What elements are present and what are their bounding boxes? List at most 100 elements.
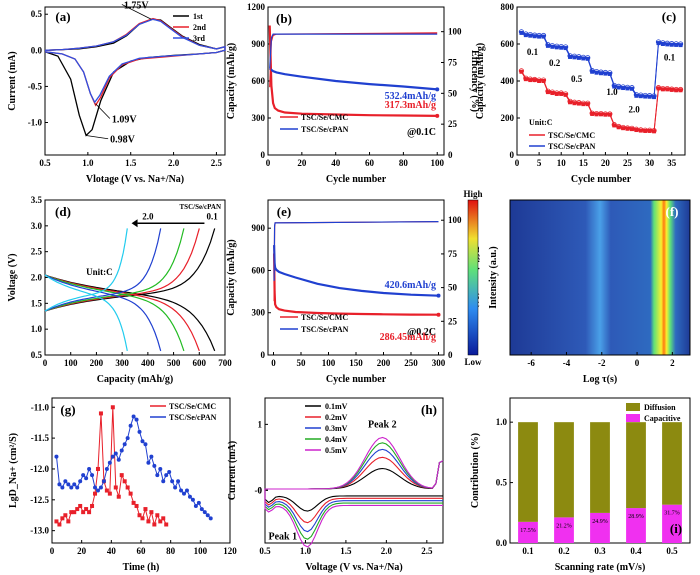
plot-frame bbox=[44, 6, 226, 156]
x-axis-label: Time (h) bbox=[123, 562, 160, 573]
rate-marker-TSC/Se/cPAN bbox=[576, 55, 581, 60]
charge-curve-0.1 bbox=[44, 228, 216, 312]
colorbar-low-label: Low bbox=[464, 357, 482, 367]
rate-label-low: 0.1 bbox=[207, 211, 219, 221]
x-axis-label: Voltage (V vs. Na+/Na) bbox=[305, 562, 402, 573]
diffusion-marker bbox=[173, 485, 178, 490]
series-TSC/Se/cPAN bbox=[273, 245, 439, 297]
diffusion-marker bbox=[78, 479, 83, 484]
x-tick-label: -4 bbox=[563, 358, 571, 368]
y-right-tick-label: 0 bbox=[448, 350, 453, 360]
rate-marker-TSC/Se/CMC bbox=[523, 77, 528, 82]
y-tick-label: -11.0 bbox=[31, 402, 50, 412]
rate-hollow-marker bbox=[651, 93, 657, 99]
diffusion-marker bbox=[66, 482, 71, 487]
x-tick-label: 80 bbox=[166, 546, 176, 556]
y-right-tick-label: 0 bbox=[448, 150, 453, 160]
diffusion-marker bbox=[60, 516, 65, 521]
x-tick-label: 2 bbox=[670, 358, 675, 368]
x-tick-label: 300 bbox=[115, 358, 129, 368]
diffusion-marker bbox=[104, 466, 109, 471]
peak1-label: Peak 1 bbox=[268, 532, 297, 543]
diffusion-marker bbox=[81, 510, 86, 515]
y-axis-label: LgD_Na+ (cm²/S) bbox=[8, 433, 19, 508]
x-tick-label: 400 bbox=[141, 358, 155, 368]
diffusion-marker bbox=[101, 479, 106, 484]
diffusion-marker bbox=[119, 448, 124, 453]
cv-scan-0.5mV bbox=[264, 436, 444, 548]
series-cPAN efficiency bbox=[269, 33, 438, 69]
rate-marker-TSC/Se/cPAN bbox=[634, 93, 639, 98]
y-axis-label: Current (mA) bbox=[7, 51, 18, 111]
rate-marker-TSC/Se/cPAN bbox=[559, 45, 564, 50]
y-right-tick-label: 25 bbox=[448, 316, 458, 326]
y-tick-label: -12.5 bbox=[30, 495, 49, 505]
rate-label: 0.1 bbox=[527, 47, 539, 57]
rate-marker-TSC/Se/cPAN bbox=[652, 95, 657, 100]
x-tick-label: 100 bbox=[194, 546, 208, 556]
y-tick-label: -0 bbox=[255, 485, 263, 495]
annotation-label: 0.98V bbox=[110, 135, 135, 146]
series-TSC/Se/cPAN bbox=[269, 67, 438, 91]
y-tick-label: 300 bbox=[252, 113, 266, 123]
x-tick-label: 0 bbox=[271, 358, 276, 368]
diffusion-marker bbox=[93, 485, 98, 490]
x-tick-label: 200 bbox=[90, 358, 104, 368]
peak2-label: Peak 2 bbox=[368, 420, 397, 431]
bar-diffusion bbox=[554, 422, 574, 518]
rate-marker-TSC/Se/CMC bbox=[612, 123, 617, 128]
diffusion-marker bbox=[84, 476, 89, 481]
x-tick-label: 60 bbox=[137, 546, 147, 556]
discharge-curve-2.0 bbox=[44, 274, 128, 352]
diffusion-marker bbox=[75, 485, 80, 490]
rate-marker-TSC/Se/CMC bbox=[594, 112, 599, 117]
panel-label: (c) bbox=[662, 9, 676, 24]
bar-value-label: 17.5% bbox=[520, 528, 536, 534]
panel-i: 0.0 0.5 1.0 17.5% 0.1 21.2% 0.2 24.9% 0.3 28.9% 0.… bbox=[470, 397, 691, 573]
x-tick-label: 0 bbox=[515, 158, 520, 168]
y-axis-label: Capacity (mAh/g) bbox=[226, 239, 237, 315]
cv-scan-0.4mV bbox=[264, 442, 444, 540]
y-axis-label: Contribution (%) bbox=[470, 433, 481, 508]
y-tick-label: 600 bbox=[501, 39, 515, 49]
y-tick-label: 2.0 bbox=[31, 273, 43, 283]
heatmap bbox=[510, 200, 690, 355]
bar-value-label: 24.9% bbox=[592, 519, 608, 525]
diffusion-marker bbox=[98, 411, 103, 416]
rate-marker-TSC/Se/cPAN bbox=[590, 69, 595, 74]
cv-scan-0.2mV bbox=[264, 456, 444, 524]
diffusion-marker bbox=[164, 473, 169, 478]
x-tick-label: 250 bbox=[404, 358, 418, 368]
y-right-tick-label: 25 bbox=[448, 119, 458, 129]
rate-marker-TSC/Se/cPAN bbox=[629, 86, 634, 91]
rate-label: 0.5 bbox=[571, 74, 583, 84]
y-tick-label: 200 bbox=[501, 113, 515, 123]
y-right-tick-label: 50 bbox=[448, 88, 458, 98]
y-tick-label: 1.5 bbox=[31, 298, 43, 308]
rate-marker-TSC/Se/CMC bbox=[652, 129, 657, 134]
x-tick-label: 0.5 bbox=[39, 158, 51, 168]
x-tick-label: 2.0 bbox=[168, 158, 180, 168]
panel-label: (b) bbox=[276, 11, 292, 26]
diffusion-marker bbox=[87, 466, 92, 471]
x-tick-label: 0 bbox=[50, 546, 55, 556]
y-tick-label: 0 bbox=[261, 150, 266, 160]
x-tick-label: 150 bbox=[349, 358, 363, 368]
x-tick-label: 40 bbox=[331, 158, 341, 168]
diffusion-marker bbox=[125, 436, 130, 441]
charge-curve-1.0 bbox=[44, 228, 162, 312]
rate-marker-TSC/Se/cPAN bbox=[581, 56, 586, 61]
diffusion-marker bbox=[113, 451, 118, 456]
x-tick-label: 1.5 bbox=[340, 546, 352, 556]
diffusion-marker bbox=[137, 513, 142, 518]
y-tick-label: -1.0 bbox=[28, 118, 43, 128]
diffusion-marker bbox=[134, 417, 139, 422]
rate-label: 0.2 bbox=[549, 58, 561, 68]
x-tick-label: 1.0 bbox=[82, 158, 94, 168]
y-tick-label: -0.5 bbox=[28, 81, 43, 91]
diffusion-marker bbox=[107, 491, 112, 496]
bar-capacitive bbox=[626, 508, 646, 543]
legend-label: 0.5mV bbox=[325, 446, 348, 455]
diffusion-marker bbox=[122, 479, 127, 484]
y-tick-label: 1 bbox=[258, 419, 263, 429]
